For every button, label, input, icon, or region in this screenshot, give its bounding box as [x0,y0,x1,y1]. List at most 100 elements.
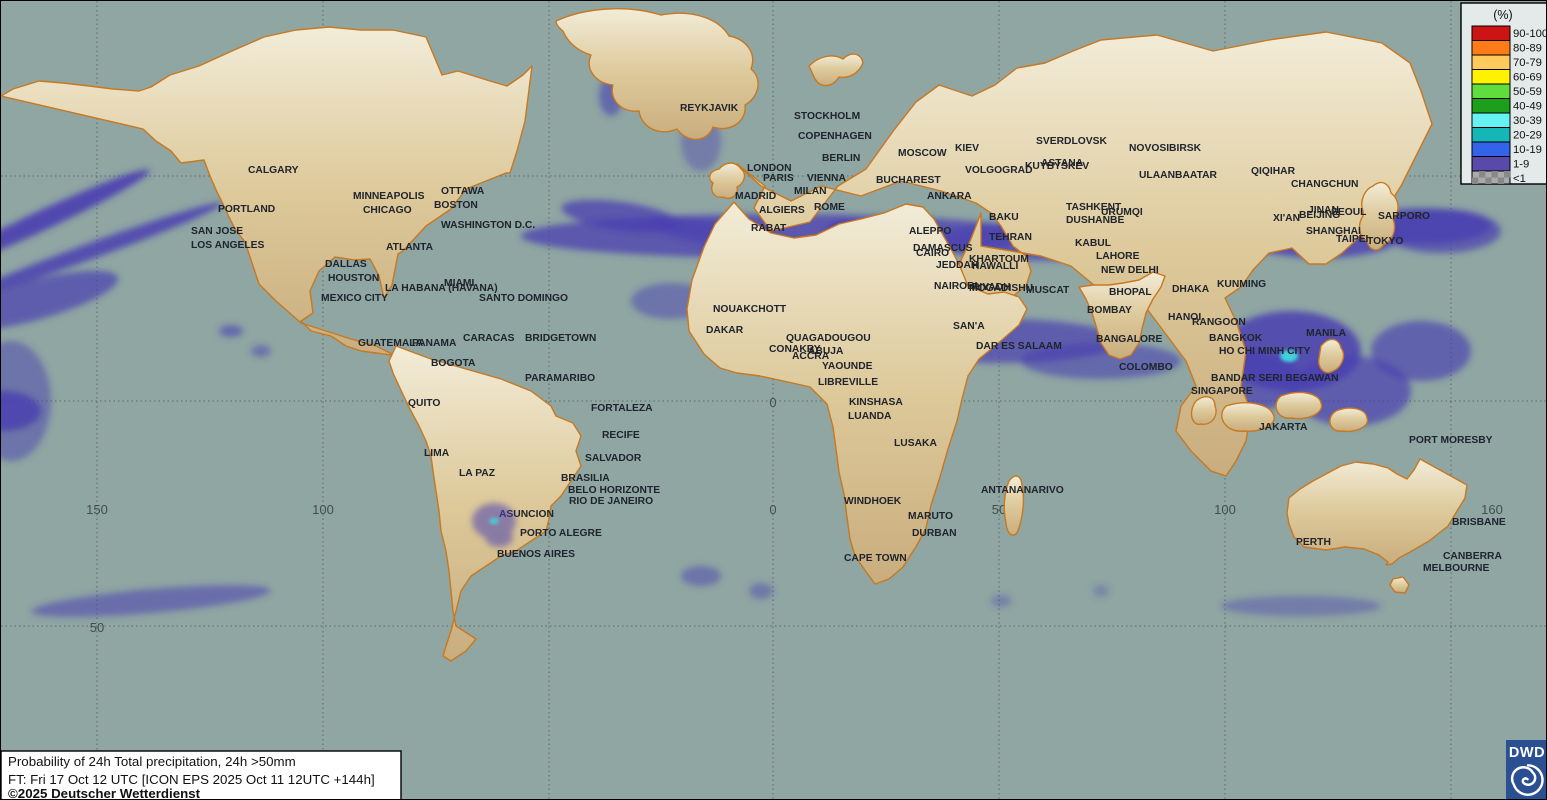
svg-text:100: 100 [1214,502,1236,517]
svg-text:DURBAN: DURBAN [912,528,957,539]
svg-text:PARIS: PARIS [763,173,794,184]
svg-text:CAPE TOWN: CAPE TOWN [844,553,907,564]
svg-text:VOLGOGRAD: VOLGOGRAD [965,165,1033,176]
svg-text:60-69: 60-69 [1513,72,1542,84]
svg-text:LOS ANGELES: LOS ANGELES [191,240,265,251]
svg-text:WINDHOEK: WINDHOEK [844,496,902,507]
svg-text:QUAGADOUGOU: QUAGADOUGOU [786,333,871,344]
svg-text:Probability of 24h Total preci: Probability of 24h Total precipitation, … [8,754,296,769]
svg-text:DALLAS: DALLAS [325,259,367,270]
svg-text:PORT MORESBY: PORT MORESBY [1409,435,1493,446]
svg-text:90-100: 90-100 [1513,28,1547,40]
svg-text:SINGAPORE: SINGAPORE [1191,386,1253,397]
svg-text:MADRID: MADRID [735,191,776,202]
svg-text:CALGARY: CALGARY [248,165,299,176]
svg-text:WASHINGTON D.C.: WASHINGTON D.C. [441,220,535,231]
svg-text:BAKU: BAKU [989,212,1019,223]
svg-text:NOUAKCHOTT: NOUAKCHOTT [713,304,787,315]
svg-text:PANAMA: PANAMA [412,338,457,349]
svg-text:70-79: 70-79 [1513,57,1542,69]
svg-text:40-49: 40-49 [1513,101,1542,113]
svg-text:RANGOON: RANGOON [1192,317,1246,328]
svg-text:QIQIHAR: QIQIHAR [1251,166,1296,177]
svg-text:SARPORO: SARPORO [1378,211,1430,222]
svg-text:MARUTO: MARUTO [908,511,953,522]
svg-text:0: 0 [769,395,776,410]
svg-text:XI'AN: XI'AN [1273,213,1300,224]
svg-text:SANTO DOMINGO: SANTO DOMINGO [479,293,568,304]
svg-text:PERTH: PERTH [1296,537,1331,548]
svg-text:ANTANANARIVO: ANTANANARIVO [981,485,1064,496]
svg-text:BERLIN: BERLIN [822,153,860,164]
svg-text:BRISBANE: BRISBANE [1452,517,1506,528]
svg-text:RIYADH: RIYADH [972,282,1011,293]
svg-text:10-19: 10-19 [1513,144,1542,156]
svg-text:BEIJING: BEIJING [1299,210,1340,221]
svg-text:1-9: 1-9 [1513,159,1529,171]
svg-text:RECIFE: RECIFE [602,430,640,441]
svg-text:KABUL: KABUL [1075,238,1111,249]
svg-text:REYKJAVIK: REYKJAVIK [680,103,739,114]
svg-text:BOMBAY: BOMBAY [1087,305,1132,316]
svg-text:150: 150 [86,502,108,517]
svg-text:BELO HORIZONTE: BELO HORIZONTE [568,485,660,496]
svg-text:DHAKA: DHAKA [1172,284,1210,295]
svg-text:MOSCOW: MOSCOW [898,148,947,159]
svg-text:BANDAR SERI BEGAWAN: BANDAR SERI BEGAWAN [1211,373,1339,384]
svg-text:LIBREVILLE: LIBREVILLE [818,377,878,388]
svg-text:COLOMBO: COLOMBO [1119,362,1173,373]
svg-text:100: 100 [312,502,334,517]
svg-text:HO CHI MINH CITY: HO CHI MINH CITY [1219,346,1311,357]
svg-text:20-29: 20-29 [1513,130,1542,142]
svg-text:HAWALLI: HAWALLI [972,261,1018,272]
svg-text:SAN'A: SAN'A [953,321,985,332]
svg-text:ANKARA: ANKARA [927,191,972,202]
svg-text:MINNEAPOLIS: MINNEAPOLIS [353,191,425,202]
svg-text:MEXICO CITY: MEXICO CITY [321,293,388,304]
svg-text:BUENOS AIRES: BUENOS AIRES [497,549,575,560]
svg-text:BUCHAREST: BUCHAREST [876,175,941,186]
svg-text:LAHORE: LAHORE [1096,251,1140,262]
svg-text:ALGIERS: ALGIERS [759,205,805,216]
svg-text:LUANDA: LUANDA [848,411,892,422]
svg-text:CANBERRA: CANBERRA [1443,551,1502,562]
svg-text:(%): (%) [1493,8,1512,22]
svg-text:80-89: 80-89 [1513,43,1542,55]
svg-text:160: 160 [1481,502,1503,517]
svg-text:HOUSTON: HOUSTON [328,273,379,284]
svg-text:CARACAS: CARACAS [463,333,515,344]
svg-text:DUSHANBE: DUSHANBE [1066,215,1124,226]
svg-text:VIENNA: VIENNA [807,173,846,184]
svg-text:BHOPAL: BHOPAL [1109,287,1152,298]
svg-text:NEW DELHI: NEW DELHI [1101,265,1159,276]
svg-text:30-39: 30-39 [1513,115,1542,127]
svg-text:SVERDLOVSK: SVERDLOVSK [1036,136,1108,147]
svg-text:TAIPEI: TAIPEI [1336,234,1369,245]
svg-text:SAN JOSE: SAN JOSE [191,226,243,237]
svg-text:MANILA: MANILA [1306,328,1347,339]
svg-text:PORTO ALEGRE: PORTO ALEGRE [520,528,602,539]
svg-text:FT: Fri 17 Oct 12 UTC [ICON EP: FT: Fri 17 Oct 12 UTC [ICON EPS 2025 Oct… [8,772,375,787]
svg-text:KUYBYSKEV: KUYBYSKEV [1025,161,1089,172]
svg-text:TEHRAN: TEHRAN [989,232,1032,243]
svg-text:KIEV: KIEV [955,143,979,154]
svg-text:TOKYO: TOKYO [1367,236,1403,247]
svg-text:RIO DE JANEIRO: RIO DE JANEIRO [569,496,653,507]
svg-text:©2025 Deutscher Wetterdienst: ©2025 Deutscher Wetterdienst [8,786,201,800]
svg-text:PARAMARIBO: PARAMARIBO [525,373,595,384]
svg-text:YAOUNDE: YAOUNDE [822,361,873,372]
svg-text:BANGALORE: BANGALORE [1096,334,1162,345]
svg-text:KINSHASA: KINSHASA [849,397,903,408]
svg-text:MUSCAT: MUSCAT [1026,285,1070,296]
svg-text:BRIDGETOWN: BRIDGETOWN [525,333,596,344]
svg-text:ATLANTA: ATLANTA [386,242,434,253]
svg-text:COPENHAGEN: COPENHAGEN [798,131,872,142]
svg-text:JAKARTA: JAKARTA [1259,422,1308,433]
svg-text:CHANGCHUN: CHANGCHUN [1291,179,1359,190]
svg-text:BANGKOK: BANGKOK [1209,333,1263,344]
svg-text:TASHKENT: TASHKENT [1066,202,1122,213]
svg-text:DAR ES SALAAM: DAR ES SALAAM [976,341,1062,352]
svg-text:MILAN: MILAN [794,186,827,197]
svg-text:SALVADOR: SALVADOR [585,453,642,464]
svg-text:OTTAWA: OTTAWA [441,186,485,197]
